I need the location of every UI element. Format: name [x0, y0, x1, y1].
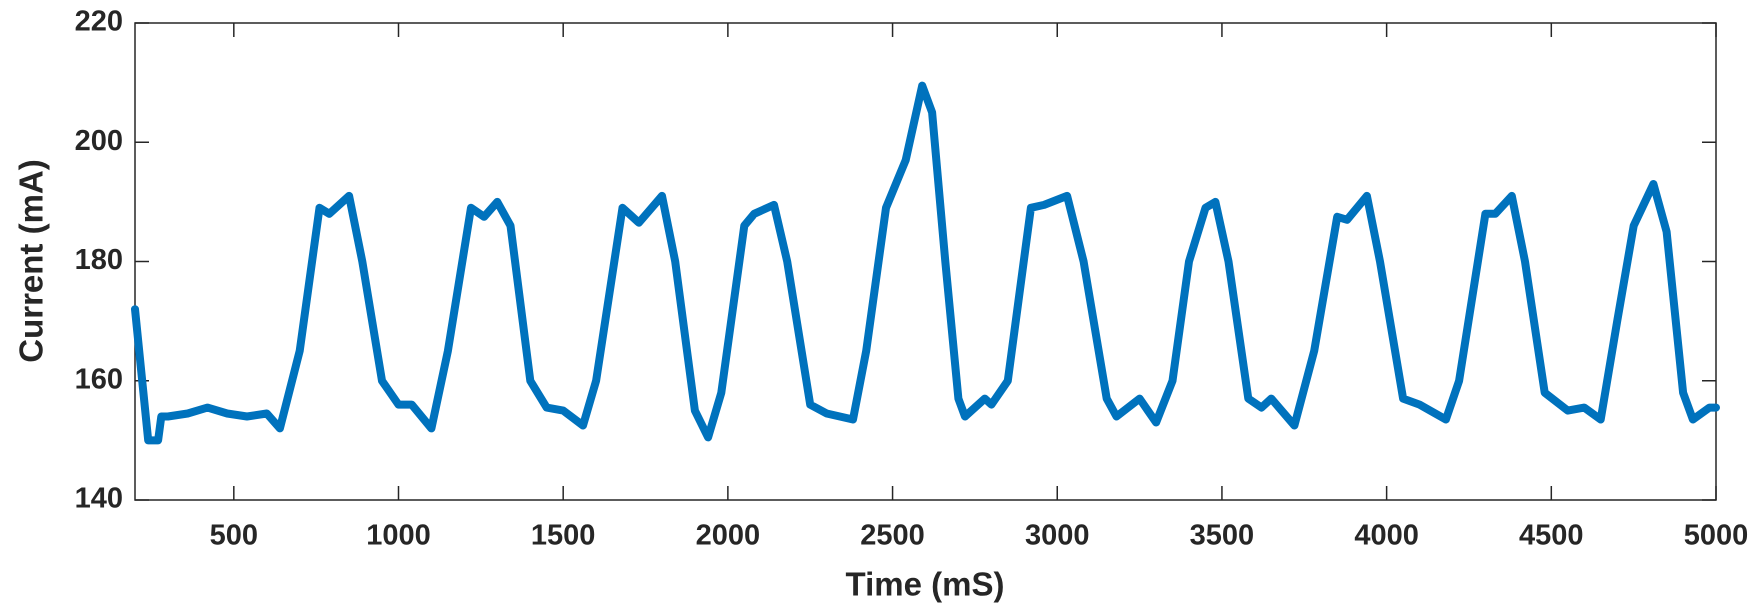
y-tick-label: 180: [75, 244, 123, 276]
y-tick-label: 200: [75, 125, 123, 157]
x-tick-label: 5000: [1684, 520, 1749, 552]
y-tick-label: 160: [75, 363, 123, 395]
y-axis-label: Current (mA): [13, 159, 50, 363]
x-tick-label: 4500: [1519, 520, 1584, 552]
x-tick-label: 1500: [531, 520, 596, 552]
line-series: [131, 81, 1720, 445]
x-tick-label: 3500: [1190, 520, 1255, 552]
y-tick-label: 140: [75, 483, 123, 515]
x-tick-label: 2500: [860, 520, 925, 552]
y-tick-label: 220: [75, 6, 123, 38]
x-axis-label: Time (mS): [846, 566, 1005, 603]
x-tick-label: 500: [210, 520, 258, 552]
x-tick-label: 1000: [366, 520, 431, 552]
x-tick-label: 4000: [1354, 520, 1419, 552]
x-tick-label: 3000: [1025, 520, 1090, 552]
x-tick-label: 2000: [696, 520, 761, 552]
